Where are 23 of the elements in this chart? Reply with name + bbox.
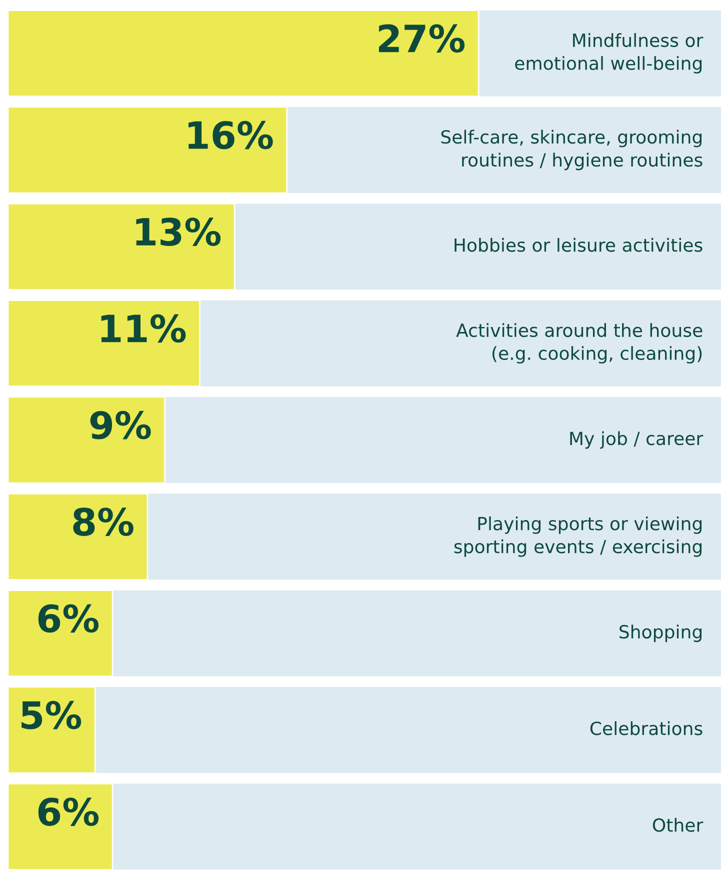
data-label: 11%: [101, 314, 186, 343]
data-label: 8%: [73, 508, 134, 536]
y-tick-label: Other: [652, 818, 704, 832]
y-tick-label: Mindfulness or emotional well-being: [515, 33, 704, 74]
data-label: 5%: [22, 700, 82, 730]
y-tick-label: My job / career: [570, 431, 704, 449]
data-label: 6%: [38, 604, 99, 633]
bar: [8, 686, 96, 774]
y-tick-label: Self-care, skincare, grooming routines / hygiene routines: [441, 130, 702, 170]
data-label: 9%: [90, 410, 151, 440]
y-tick-label: Hobbies or leisure activities: [454, 238, 702, 252]
data-label: 27%: [378, 24, 465, 53]
bar: [8, 492, 148, 580]
bar: [8, 782, 114, 870]
data-label: 13%: [136, 218, 221, 246]
y-tick-label: Playing sports or viewing sporting events / exercising: [454, 516, 702, 557]
data-label: 16%: [188, 120, 273, 150]
bar: [8, 396, 166, 484]
y-tick-label: Celebrations: [590, 721, 702, 736]
bar: [8, 590, 114, 678]
y-tick-label: Activities around the house (e.g. cooking, cleaning): [456, 323, 702, 364]
y-tick-label: Shopping: [620, 624, 702, 642]
data-label: 6%: [38, 798, 99, 826]
